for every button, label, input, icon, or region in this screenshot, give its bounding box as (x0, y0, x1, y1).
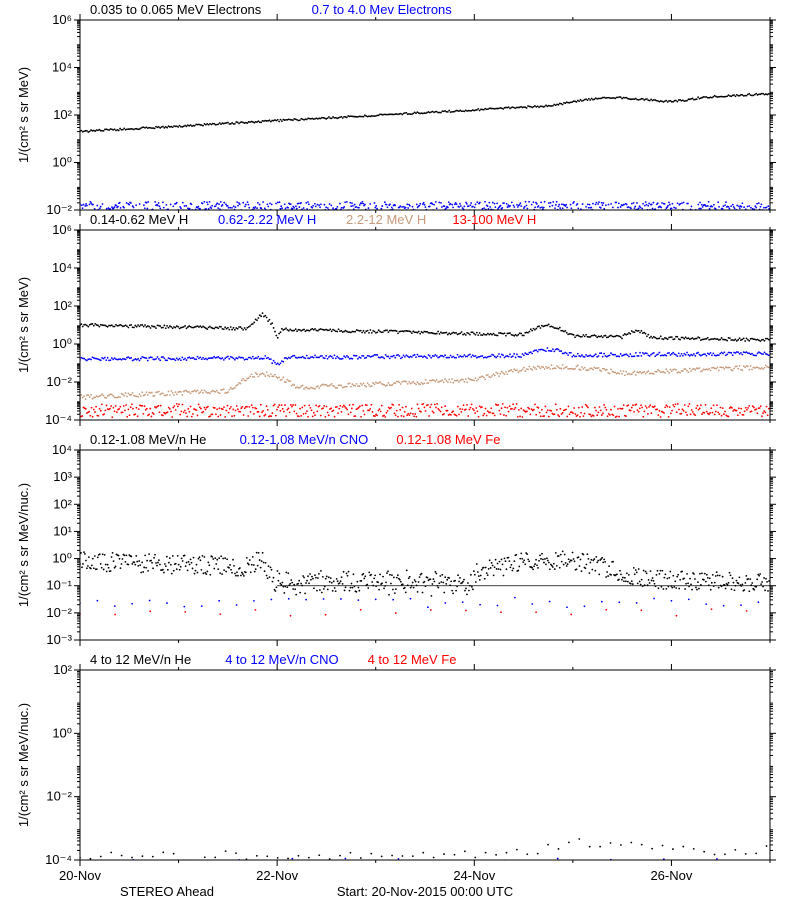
ytick-label: 10⁴ (52, 60, 72, 75)
ytick-label: 10² (53, 496, 72, 511)
series-group (79, 838, 771, 862)
xtick-label: 22-Nov (256, 868, 298, 883)
ytick-label: 10⁻² (46, 789, 72, 804)
xtick-label: 24-Nov (453, 868, 495, 883)
legend-label: 2.2-12 MeV H (346, 212, 426, 227)
ylabel: 1/(cm² s sr MeV) (16, 67, 31, 163)
ytick-label: 10⁻² (46, 374, 72, 389)
ytick-label: 10⁻⁴ (45, 412, 72, 427)
panel-he-low: 10⁻³ 10⁻² 10⁻¹ 10⁰ 10¹ 10² 10³ 10⁴ 1/(cm² s sr M… (16, 432, 776, 647)
panel-protons: 10⁻⁴ 10⁻² 10⁰ 10² 10⁴ 10⁶ 1/(cm² s sr MeV) 0.14… (16, 212, 776, 427)
legend-label: 13-100 MeV H (452, 212, 536, 227)
ytick-label: 10⁰ (52, 551, 72, 566)
ytick-label: 10⁻³ (46, 632, 72, 647)
legend-label: 0.12-1.08 MeV Fe (396, 432, 500, 447)
chart-svg: 10⁻² 10⁰ 10² 10⁴ 10⁶ 1/(cm² s sr MeV) 0.035 to… (0, 0, 800, 900)
series-group (79, 312, 771, 418)
ytick-label: 10² (53, 107, 72, 122)
ytick-label: 10⁶ (52, 222, 72, 237)
panel-electrons: 10⁻² 10⁰ 10² 10⁴ 10⁶ 1/(cm² s sr MeV) 0.035 to… (16, 2, 776, 217)
legend-label: 4 to 12 MeV Fe (368, 652, 457, 667)
series-group (79, 93, 771, 215)
ytick-label: 10⁻² (46, 605, 72, 620)
xtick-label: 26-Nov (650, 868, 692, 883)
ylabel: 1/(cm² s sr MeV) (16, 277, 31, 373)
legend-label: 0.62-2.22 MeV H (218, 212, 316, 227)
ytick-label: 10¹ (53, 523, 72, 538)
ytick-label: 10⁻² (46, 202, 72, 217)
legend-label: 4 to 12 MeV/n CNO (225, 652, 338, 667)
panel-he-high: 10⁻⁴ 10⁻² 10⁰ 10² 1/(cm² s sr MeV/nuc.) 20-No… (16, 652, 776, 883)
legend-label: 0.035 to 0.065 MeV Electrons (90, 2, 262, 17)
ytick-label: 10⁶ (52, 12, 72, 27)
ytick-label: 10⁻¹ (46, 578, 72, 593)
chart-container: 10⁻² 10⁰ 10² 10⁴ 10⁶ 1/(cm² s sr MeV) 0.035 to… (0, 0, 800, 900)
ytick-label: 10⁴ (52, 260, 72, 275)
xtick-label: 20-Nov (59, 868, 101, 883)
series-group (79, 551, 771, 617)
axis-box (80, 20, 770, 210)
ytick-label: 10⁻⁴ (45, 852, 72, 867)
ytick-label: 10⁴ (52, 442, 72, 457)
ytick-label: 10⁰ (52, 725, 72, 740)
legend-label: 0.12-1.08 MeV/n He (90, 432, 206, 447)
ylabel: 1/(cm² s sr MeV/nuc.) (16, 703, 31, 827)
ytick-label: 10³ (53, 469, 72, 484)
legend-label: 0.7 to 4.0 Mev Electrons (312, 2, 453, 17)
ytick-label: 10⁰ (52, 155, 72, 170)
legend-label: 0.14-0.62 MeV H (90, 212, 188, 227)
axis-box (80, 450, 770, 640)
ytick-label: 10² (53, 662, 72, 677)
legend-label: 0.12-1.08 MeV/n CNO (240, 432, 369, 447)
axis-box (80, 670, 770, 860)
footer-left: STEREO Ahead (120, 884, 214, 899)
footer-center: Start: 20-Nov-2015 00:00 UTC (337, 884, 513, 899)
legend-label: 4 to 12 MeV/n He (90, 652, 191, 667)
ytick-label: 10² (53, 298, 72, 313)
ylabel: 1/(cm² s sr MeV/nuc.) (16, 483, 31, 607)
ytick-label: 10⁰ (52, 336, 72, 351)
